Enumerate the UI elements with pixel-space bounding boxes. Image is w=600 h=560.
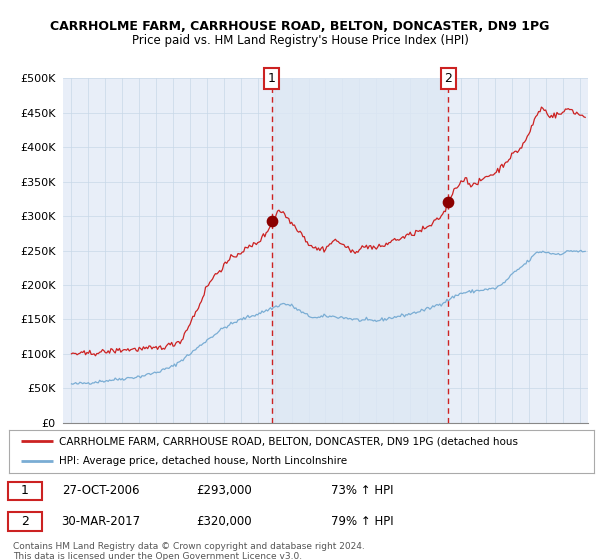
Text: CARRHOLME FARM, CARRHOUSE ROAD, BELTON, DONCASTER, DN9 1PG: CARRHOLME FARM, CARRHOUSE ROAD, BELTON, … (50, 20, 550, 32)
Text: 2: 2 (445, 72, 452, 85)
Point (443, 198, 453, 207)
Text: HPI: Average price, detached house, North Lincolnshire: HPI: Average price, detached house, Nort… (59, 456, 347, 466)
Point (267, 217, 277, 226)
Text: 2: 2 (21, 515, 29, 528)
Text: 30-MAR-2017: 30-MAR-2017 (62, 515, 141, 528)
FancyBboxPatch shape (8, 512, 42, 531)
Text: Contains HM Land Registry data © Crown copyright and database right 2024.
This d: Contains HM Land Registry data © Crown c… (13, 542, 365, 560)
Text: 27-OCT-2006: 27-OCT-2006 (62, 484, 139, 497)
Bar (272, 78, 448, 423)
Text: 1: 1 (268, 72, 275, 85)
Text: 79% ↑ HPI: 79% ↑ HPI (331, 515, 394, 528)
Text: £320,000: £320,000 (196, 515, 252, 528)
Text: £293,000: £293,000 (196, 484, 252, 497)
Text: 1: 1 (21, 484, 29, 497)
Text: CARRHOLME FARM, CARRHOUSE ROAD, BELTON, DONCASTER, DN9 1PG (detached hous: CARRHOLME FARM, CARRHOUSE ROAD, BELTON, … (59, 436, 518, 446)
Text: Price paid vs. HM Land Registry's House Price Index (HPI): Price paid vs. HM Land Registry's House … (131, 34, 469, 46)
Text: 73% ↑ HPI: 73% ↑ HPI (331, 484, 393, 497)
FancyBboxPatch shape (8, 482, 42, 500)
